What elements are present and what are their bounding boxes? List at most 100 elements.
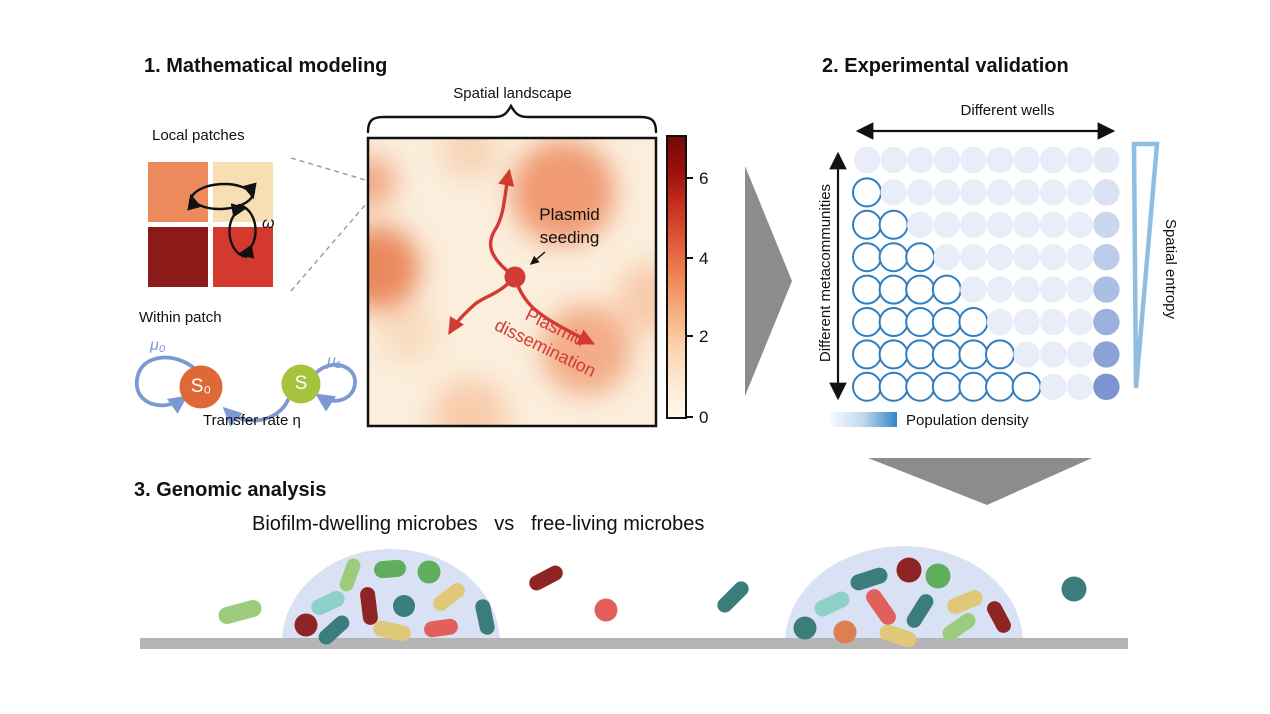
microbe-rod bbox=[529, 565, 563, 591]
heat-blob bbox=[617, 263, 656, 333]
well bbox=[878, 242, 909, 273]
well bbox=[933, 211, 960, 238]
different-wells-label: Different wells bbox=[960, 102, 1055, 119]
microbe-rod bbox=[814, 591, 850, 617]
mu1-loop-arrow bbox=[315, 362, 357, 412]
well bbox=[1013, 244, 1040, 271]
mu1-label: μ₁ bbox=[327, 353, 341, 370]
well bbox=[1040, 308, 1067, 336]
well bbox=[1040, 146, 1067, 174]
well bbox=[1013, 211, 1040, 238]
omega-label: ω bbox=[262, 215, 275, 232]
well bbox=[852, 209, 882, 240]
well bbox=[1013, 146, 1040, 174]
mu0-loop-arrow bbox=[135, 355, 198, 414]
well bbox=[960, 276, 987, 303]
well bbox=[1093, 244, 1120, 271]
well bbox=[986, 211, 1014, 238]
microbe-rod bbox=[318, 615, 350, 645]
spatial-entropy-triangle bbox=[1131, 141, 1160, 389]
population-density-label: Population density bbox=[906, 412, 1029, 429]
microbe-rod bbox=[987, 601, 1011, 633]
well bbox=[852, 307, 882, 337]
well bbox=[905, 307, 936, 337]
microbe-rod bbox=[218, 600, 262, 624]
microbe-rod bbox=[850, 567, 888, 591]
mu0-label: μ₀ bbox=[150, 337, 166, 354]
s0-node-label: S₀ bbox=[190, 376, 212, 397]
microbe-coccus bbox=[393, 595, 415, 617]
microbe-rod bbox=[373, 620, 411, 642]
well bbox=[933, 244, 960, 271]
plasmid-seeding-line1: Plasmid bbox=[539, 205, 600, 224]
panel3-title: 3. Genomic analysis bbox=[134, 479, 327, 501]
s0-node bbox=[179, 365, 223, 409]
well bbox=[960, 179, 987, 206]
flow-arrow-down bbox=[868, 458, 1092, 505]
well bbox=[985, 371, 1015, 402]
well bbox=[960, 211, 987, 238]
plasmid-seeding-line2: seeding bbox=[539, 227, 600, 247]
well bbox=[931, 274, 962, 305]
well bbox=[986, 179, 1014, 206]
plasmid-seeding-label: Plasmid seeding bbox=[517, 204, 622, 250]
well bbox=[878, 209, 909, 240]
well bbox=[878, 339, 909, 370]
microbes-group bbox=[218, 557, 1087, 648]
well bbox=[1093, 211, 1120, 238]
well bbox=[985, 339, 1015, 370]
well bbox=[878, 307, 909, 337]
heat-blob bbox=[368, 226, 420, 310]
well bbox=[1066, 211, 1094, 238]
within-patch-label: Within patch bbox=[139, 309, 222, 326]
well bbox=[907, 211, 934, 238]
colorbar-tick-label: 0 bbox=[699, 408, 708, 427]
heat-blob bbox=[440, 138, 500, 180]
well bbox=[1011, 371, 1042, 402]
transfer-rate-label: Transfer rate η bbox=[203, 412, 301, 429]
well bbox=[1040, 373, 1067, 400]
colorbar bbox=[666, 135, 687, 419]
microbe-rod bbox=[339, 558, 361, 592]
well bbox=[853, 146, 881, 174]
transfer-arrow bbox=[222, 398, 290, 427]
microbe-rod bbox=[942, 613, 976, 641]
well bbox=[986, 146, 1014, 174]
microbe-rod bbox=[717, 581, 749, 613]
well bbox=[1066, 373, 1094, 400]
microbe-rod bbox=[424, 618, 458, 638]
heat-blob bbox=[511, 140, 615, 244]
well bbox=[852, 339, 882, 370]
colorbar-tick-label: 4 bbox=[699, 249, 708, 268]
colorbar-tick-label: 2 bbox=[699, 327, 708, 346]
microbe-rod bbox=[947, 590, 983, 614]
colorbar-tick-label: 6 bbox=[699, 169, 708, 188]
landscape-heat-blobs bbox=[368, 138, 656, 426]
different-metacommunities-label: Different metacommunities bbox=[817, 183, 834, 363]
well-plate-grid bbox=[852, 146, 1120, 402]
well bbox=[1040, 244, 1067, 271]
spatial-entropy-label: Spatial entropy bbox=[1162, 218, 1179, 320]
well bbox=[1066, 146, 1094, 174]
well bbox=[1013, 308, 1040, 336]
plasmid-seeding-dot bbox=[504, 266, 526, 288]
microbe-coccus bbox=[793, 616, 817, 640]
landscape-brace bbox=[366, 103, 658, 134]
microbe-coccus bbox=[833, 620, 857, 644]
well bbox=[960, 244, 987, 271]
patch-cell bbox=[148, 227, 208, 287]
microbe-rod bbox=[906, 594, 934, 628]
landscape-border bbox=[366, 136, 658, 428]
well bbox=[986, 244, 1014, 271]
spatial-landscape-label: Spatial landscape bbox=[453, 85, 572, 102]
flow-arrow-right bbox=[745, 166, 792, 396]
microbe-coccus bbox=[417, 560, 441, 584]
panel1-title: 1. Mathematical modeling bbox=[144, 55, 388, 77]
microbe-coccus bbox=[294, 613, 318, 637]
microbe-coccus bbox=[925, 563, 951, 589]
well bbox=[986, 276, 1014, 303]
well bbox=[878, 371, 909, 402]
microbe-coccus bbox=[594, 598, 618, 622]
well bbox=[1066, 276, 1094, 303]
